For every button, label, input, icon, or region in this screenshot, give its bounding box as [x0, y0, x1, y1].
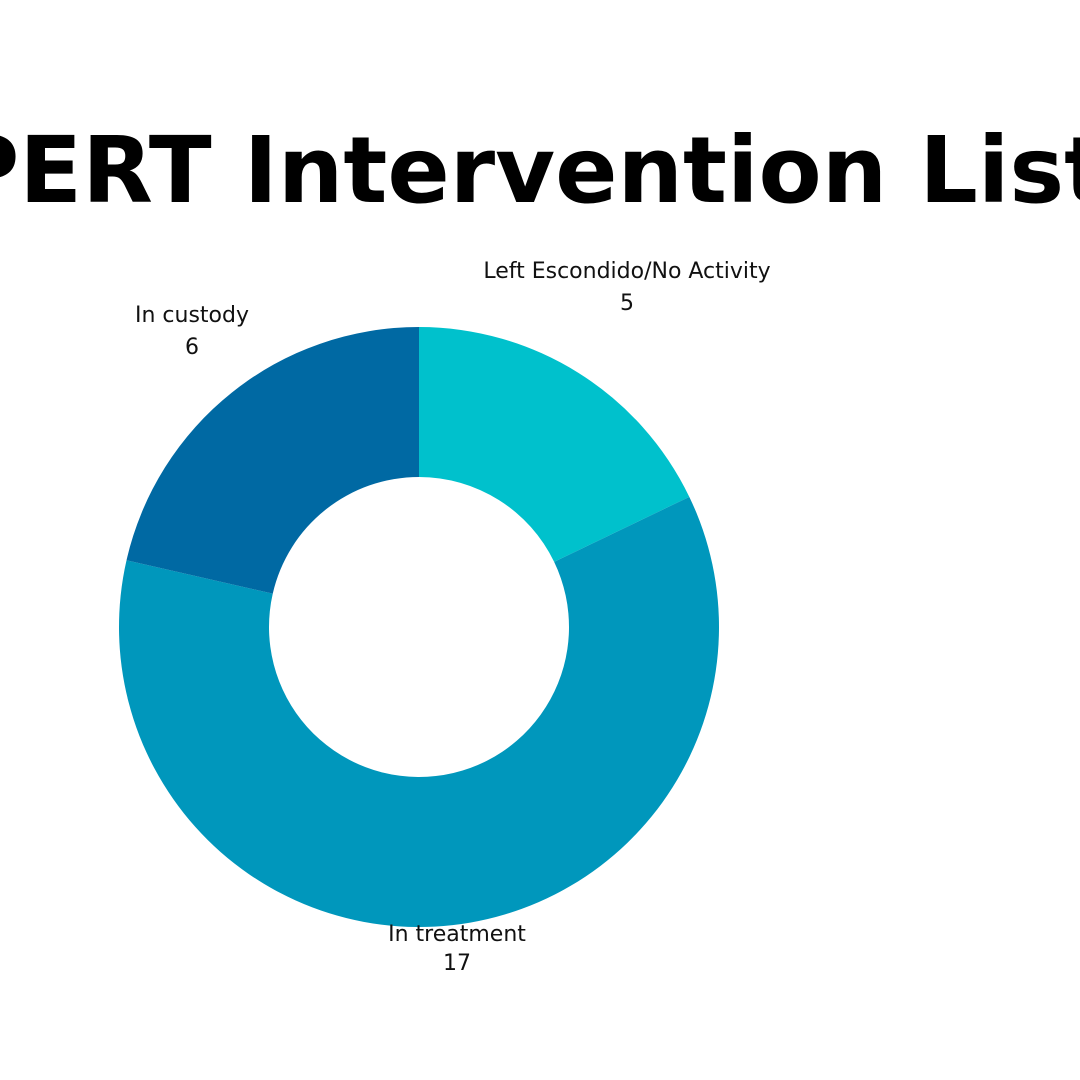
slice-label: In treatment [388, 922, 526, 947]
slice-value: 5 [620, 291, 634, 316]
donut-slice [126, 327, 419, 594]
chart-title: PERT Intervention List [0, 117, 1080, 224]
donut-slice [119, 496, 719, 927]
slice-label: In custody [135, 303, 249, 328]
donut-slice [419, 327, 690, 562]
slice-value: 6 [185, 335, 199, 360]
slice-value: 17 [443, 951, 471, 976]
slice-label: Left Escondido/No Activity [483, 259, 770, 284]
